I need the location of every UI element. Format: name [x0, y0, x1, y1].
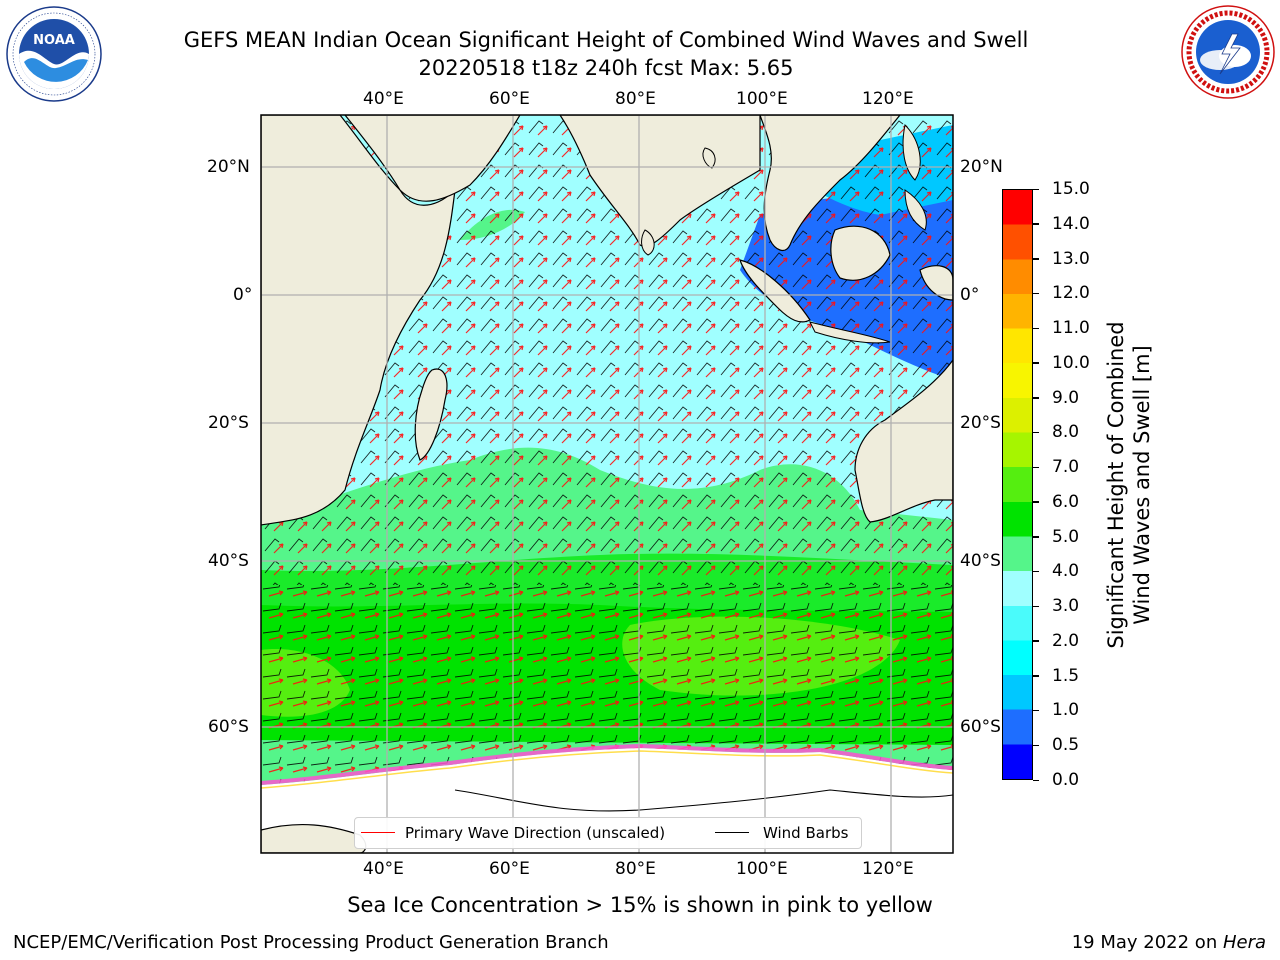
colorbar-tick-label: 12.0	[1052, 283, 1090, 304]
colorbar-tick-label: 1.0	[1052, 700, 1080, 721]
colorbar-tick-mark	[1033, 536, 1039, 538]
lat-label-left: 0°	[233, 285, 253, 305]
colorbar-tick-label: 4.0	[1052, 561, 1080, 582]
colorbar-tick-label: 13.0	[1052, 248, 1090, 269]
wind-barb-swatch	[715, 832, 749, 833]
lat-label-right: 20°S	[960, 413, 1001, 433]
colorbar-tick-mark	[1033, 258, 1039, 260]
colorbar-tick-mark	[1033, 640, 1039, 642]
colorbar-tick-label: 15.0	[1052, 179, 1090, 199]
colorbar-tick-label: 9.0	[1052, 387, 1080, 408]
lat-label-right: 40°S	[960, 551, 1001, 571]
lat-label-left: 20°S	[208, 413, 249, 433]
colorbar-tick-mark	[1033, 188, 1039, 190]
colorbar-tick-mark	[1033, 605, 1039, 608]
colorbar-tick-label: 14.0	[1052, 213, 1090, 234]
sumatra	[739, 259, 811, 323]
lat-label-left: 60°S	[208, 717, 249, 737]
graticule	[261, 115, 953, 853]
colorbar-label-line1: Significant Height of Combined	[1104, 321, 1128, 649]
colorbar-tick-mark	[1033, 362, 1039, 364]
colorbar-tick-label: 2.0	[1052, 630, 1080, 651]
colorbar-tick-mark	[1033, 397, 1039, 399]
colorbar-tick-label: 3.0	[1052, 596, 1080, 617]
map-subtitle: 20220518 t18z 240h fcst Max: 5.65	[418, 56, 794, 80]
colorbar-tick-label: 10.0	[1052, 352, 1090, 373]
colorbar-tick-mark	[1033, 466, 1039, 469]
lat-label-right: 60°S	[960, 717, 1001, 737]
colorbar-tick-mark	[1033, 223, 1039, 225]
colorbar-tick-label: 7.0	[1052, 457, 1080, 478]
colorbar-tick-mark	[1033, 501, 1039, 503]
colorbar-tick-mark	[1033, 431, 1039, 434]
sri-lanka	[641, 229, 655, 256]
southeast-asia-landmass	[759, 115, 901, 252]
legend-label-wind-barbs: Wind Barbs	[763, 824, 849, 842]
india-landmass	[559, 115, 761, 247]
colorbar-tick-mark	[1033, 744, 1039, 747]
colorbar-tick-label: 11.0	[1052, 318, 1090, 339]
colorbar	[1002, 189, 1033, 780]
footer-date-text: 19 May 2022 on	[1071, 932, 1223, 953]
colorbar-label-line2: Wind Waves and Swell [m]	[1130, 345, 1154, 625]
colorbar-tick-label: 6.0	[1052, 491, 1080, 512]
lat-label-left: 20°N	[207, 157, 250, 177]
noaa-logo-text: NOAA	[33, 33, 75, 48]
map-title: GEFS MEAN Indian Ocean Significant Heigh…	[183, 28, 1029, 52]
lon-label-bottom: 60°E	[489, 859, 530, 879]
colorbar-tick-mark	[1033, 709, 1039, 712]
colorbar-tick-mark	[1033, 327, 1039, 330]
lat-label-right: 20°N	[960, 157, 1003, 177]
lat-label-right: 0°	[960, 285, 980, 305]
footer-host: Hera	[1222, 932, 1266, 953]
colorbar-tick-mark	[1033, 675, 1039, 677]
colorbar-tick-label: 0.5	[1052, 735, 1080, 756]
lon-label-bottom: 40°E	[363, 859, 404, 879]
colorbar-tick-label: 0.0	[1052, 770, 1080, 790]
borneo	[830, 225, 891, 281]
lon-label-bottom: 80°E	[615, 859, 656, 879]
lon-label-top: 100°E	[736, 89, 788, 109]
noaa-logo: NOAA	[6, 6, 102, 102]
arabia-landmass	[344, 115, 521, 202]
lon-label-top: 40°E	[363, 89, 404, 109]
map-frame	[260, 114, 954, 854]
lat-label-left: 40°S	[208, 551, 249, 571]
lon-label-top: 80°E	[615, 89, 656, 109]
footer-date: 19 May 2022 on Hera	[1072, 932, 1266, 954]
sea-ice-edge	[261, 743, 953, 785]
legend-label-wave-direction: Primary Wave Direction (unscaled)	[405, 824, 666, 842]
madagascar	[414, 368, 448, 461]
australia-landmass	[854, 358, 953, 523]
lon-label-top: 120°E	[862, 89, 914, 109]
colorbar-tick-label: 5.0	[1052, 526, 1080, 547]
map-legend: Primary Wave Direction (unscaled) Wind B…	[354, 817, 862, 849]
wave-direction-swatch	[361, 832, 395, 833]
colorbar-tick-label: 8.0	[1052, 422, 1080, 443]
lon-label-bottom: 120°E	[862, 859, 914, 879]
nws-logo	[1180, 4, 1276, 100]
colorbar-tick-mark	[1033, 779, 1039, 781]
footer-credit: NCEP/EMC/Verification Post Processing Pr…	[13, 932, 609, 953]
lon-label-bottom: 100°E	[736, 859, 788, 879]
colorbar-tick-mark	[1033, 292, 1039, 295]
colorbar-tick-mark	[1033, 570, 1039, 573]
lon-label-top: 60°E	[489, 89, 530, 109]
sea-ice-note: Sea Ice Concentration > 15% is shown in …	[347, 893, 933, 917]
colorbar-tick-label: 1.5	[1052, 665, 1080, 686]
